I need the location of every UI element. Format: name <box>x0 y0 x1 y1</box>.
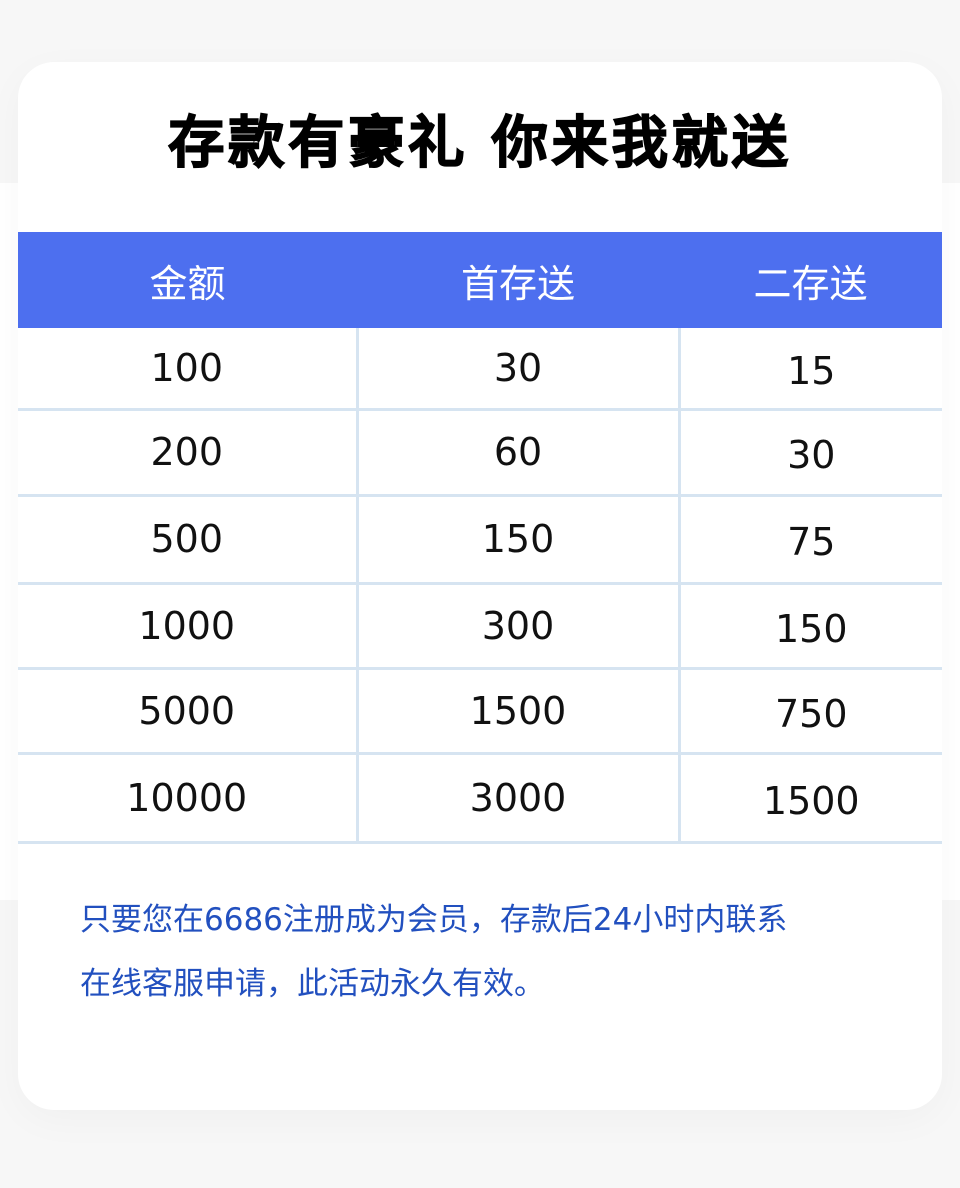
first-deposit-bonus-cell: 3000 <box>355 753 679 844</box>
note-line: 只要您在6686注册成为会员，存款后24小时内联系 <box>80 902 788 938</box>
second-deposit-bonus-cell: 750 <box>677 668 942 755</box>
header-first-deposit: 首存送 <box>357 232 679 328</box>
amount-cell: 200 <box>18 409 357 497</box>
table-row: 10000 3000 1500 <box>18 753 942 844</box>
amount-cell: 10000 <box>18 753 357 844</box>
second-deposit-bonus-cell: 1500 <box>677 753 942 844</box>
amount-cell: 100 <box>18 328 357 411</box>
second-deposit-bonus-cell: 30 <box>677 409 942 497</box>
table-header: 金额 首存送 二存送 <box>18 232 942 328</box>
amount-cell: 5000 <box>18 668 357 755</box>
first-deposit-bonus-cell: 300 <box>355 583 679 670</box>
amount-cell: 1000 <box>18 583 357 670</box>
second-deposit-bonus-cell: 75 <box>677 495 942 585</box>
terms-note: 只要您在6686注册成为会员，存款后24小时内联系 在线客服申请，此活动永久有效… <box>80 888 900 1016</box>
amount-cell: 500 <box>18 495 357 585</box>
first-deposit-bonus-cell: 60 <box>355 409 679 497</box>
table-row: 1000 300 150 <box>18 583 942 670</box>
second-deposit-bonus-cell: 150 <box>677 583 942 670</box>
header-amount: 金额 <box>18 232 357 328</box>
table-row: 200 60 30 <box>18 409 942 497</box>
first-deposit-bonus-cell: 30 <box>355 328 679 411</box>
page-title: 存款有豪礼 你来我就送 <box>168 110 792 177</box>
table-row: 100 30 15 <box>18 328 942 411</box>
header-second-deposit: 二存送 <box>679 232 942 328</box>
second-deposit-bonus-cell: 15 <box>677 328 942 411</box>
first-deposit-bonus-cell: 150 <box>355 495 679 585</box>
note-line: 在线客服申请，此活动永久有效。 <box>80 966 545 1002</box>
bonus-table: 金额 首存送 二存送 100 30 15 200 60 30 500 150 75 1000 300… <box>18 232 942 844</box>
table-row: 500 150 75 <box>18 495 942 585</box>
first-deposit-bonus-cell: 1500 <box>355 668 679 755</box>
table-row: 5000 1500 750 <box>18 668 942 755</box>
